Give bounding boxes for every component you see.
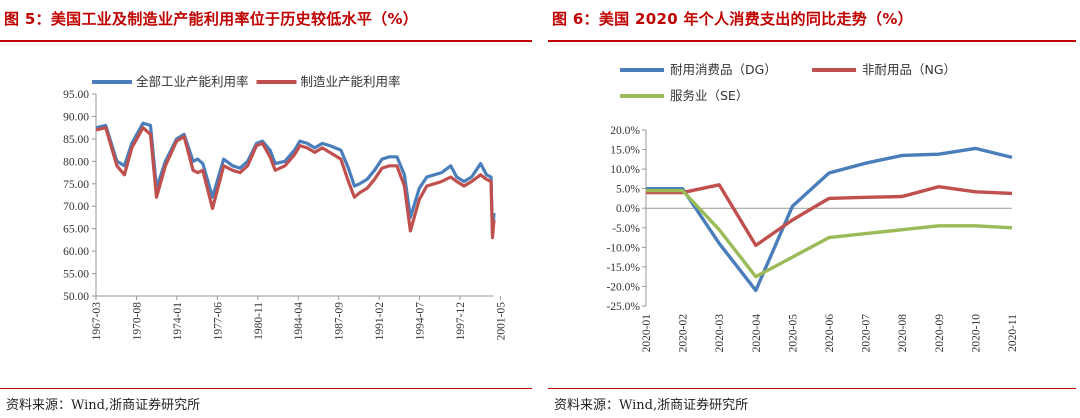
legend-label: 全部工业产能利用率 bbox=[136, 74, 249, 89]
figure-5-source: 资料来源：Wind,浙商证券研究所 bbox=[6, 398, 201, 413]
y-tick-label: 60.00 bbox=[63, 246, 89, 258]
consumption-yoy-chart: 耐用消费品（DG） 非耐用品（NG） 服务业（SE） 20.0% 15.0% 10.0% 5… bbox=[606, 62, 1019, 353]
x-tick-label: 1967-03 bbox=[91, 302, 103, 341]
legend-label: 非耐用品（NG） bbox=[862, 62, 956, 77]
figure-5-title: 图 5：美国工业及制造业产能利用率位于历史较低水平（%） bbox=[4, 10, 419, 28]
legend-label: 耐用消费品（DG） bbox=[670, 62, 777, 77]
figure-6-source: 资料来源：Wind,浙商证券研究所 bbox=[554, 398, 749, 413]
y-tick-label: -10.0% bbox=[606, 242, 640, 254]
x-tick-label: 2020-06 bbox=[824, 314, 836, 353]
y-tick-label: 90.00 bbox=[63, 111, 89, 123]
capacity-utilization-chart: 全部工业产能利用率 制造业产能利用率 95.00 90.00 85.00 80.00 75.… bbox=[63, 74, 507, 341]
series-line-nondurable bbox=[646, 183, 1013, 248]
x-tick-label: 1970-08 bbox=[131, 302, 143, 341]
y-tick-label: -25.0% bbox=[606, 301, 640, 313]
y-tick-label: 65.00 bbox=[63, 224, 89, 236]
title-rule bbox=[548, 40, 1076, 42]
y-tick-label: 5.0% bbox=[616, 184, 640, 196]
series-line-manufacturing bbox=[95, 126, 496, 240]
y-tick-label: 95.00 bbox=[63, 89, 89, 101]
x-tick-label: 2020-02 bbox=[678, 314, 690, 353]
y-tick-label: 85.00 bbox=[63, 134, 89, 146]
series-line-services bbox=[646, 188, 1013, 279]
x-tick-label: 2020-07 bbox=[861, 314, 873, 353]
legend-label: 制造业产能利用率 bbox=[301, 74, 401, 89]
x-tick-label: 2020-03 bbox=[714, 314, 726, 353]
x-tick-label: 1980-11 bbox=[253, 302, 265, 340]
x-tick-label: 1987-09 bbox=[334, 302, 346, 341]
x-tick-label: 1994-07 bbox=[415, 302, 427, 341]
y-tick-label: 50.00 bbox=[63, 291, 89, 303]
x-tick-label: 2020-09 bbox=[934, 314, 946, 353]
x-tick-label: 1991-02 bbox=[374, 302, 386, 341]
y-tick-label: 75.00 bbox=[63, 179, 89, 191]
source-rule bbox=[0, 388, 532, 389]
x-tick-label: 1974-01 bbox=[172, 302, 184, 341]
x-tick-label: 1984-04 bbox=[293, 302, 305, 341]
figure-5-panel: 图 5：美国工业及制造业产能利用率位于历史较低水平（%） 全部工业产能利用率 制造… bbox=[0, 0, 536, 418]
x-tick-label: 2020-08 bbox=[897, 314, 909, 353]
x-tick-label: 2020-11 bbox=[1007, 314, 1019, 352]
x-tick-label: 2020-04 bbox=[751, 314, 763, 353]
source-rule bbox=[548, 388, 1076, 389]
x-tick-label: 2001-05 bbox=[495, 302, 507, 341]
y-tick-label: 0.0% bbox=[616, 203, 640, 215]
y-tick-label: 20.0% bbox=[610, 125, 640, 137]
y-tick-label: 55.00 bbox=[63, 269, 89, 281]
x-tick-label: 1997-12 bbox=[455, 302, 467, 341]
series-line-durable bbox=[646, 146, 1013, 293]
figure-6-title: 图 6：美国 2020 年个人消费支出的同比走势（%） bbox=[552, 10, 913, 28]
x-tick-label: 2020-01 bbox=[641, 314, 653, 353]
title-rule bbox=[0, 40, 532, 42]
x-tick-label: 1977-06 bbox=[212, 302, 224, 341]
figure-6-panel: 图 6：美国 2020 年个人消费支出的同比走势（%） 耐用消费品（DG） 非耐用… bbox=[548, 0, 1080, 418]
y-tick-label: -5.0% bbox=[612, 223, 640, 235]
legend-label: 服务业（SE） bbox=[670, 88, 748, 103]
y-tick-label: 10.0% bbox=[610, 164, 640, 176]
x-tick-label: 2020-10 bbox=[970, 314, 982, 353]
y-tick-label: 15.0% bbox=[610, 145, 640, 157]
y-tick-label: -15.0% bbox=[606, 262, 640, 274]
y-tick-label: 70.00 bbox=[63, 201, 89, 213]
x-tick-label: 2020-05 bbox=[787, 314, 799, 353]
y-tick-label: -20.0% bbox=[606, 281, 640, 293]
y-tick-label: 80.00 bbox=[63, 156, 89, 168]
